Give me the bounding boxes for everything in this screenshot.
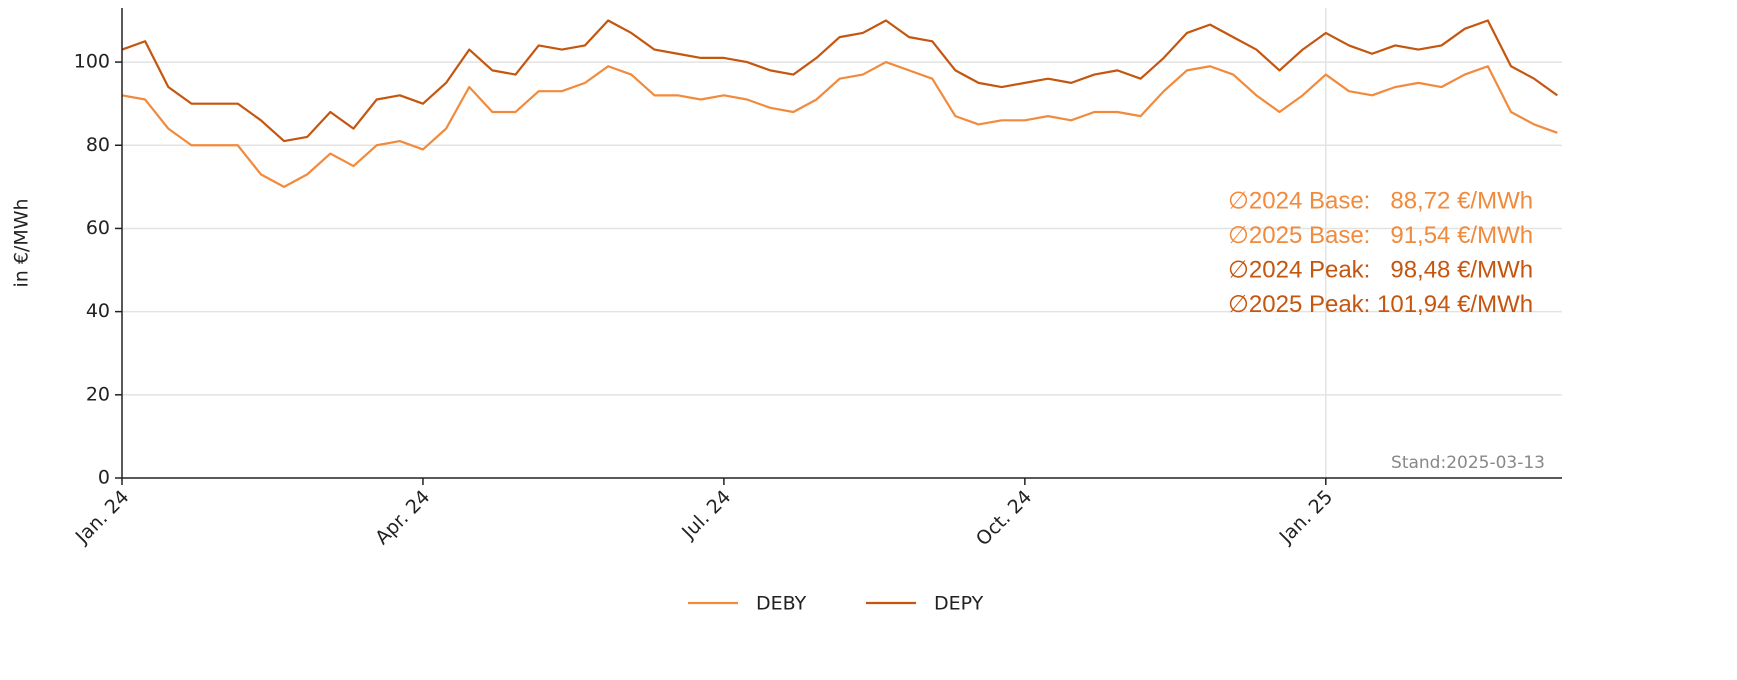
annotation: ∅2025 Peak: 101,94 €/MWh — [1228, 291, 1533, 318]
x-tick-label: Jan. 25 — [1275, 486, 1338, 549]
line — [121, 60, 1558, 188]
x-tick-label: Jul. 24 — [677, 486, 735, 544]
y-tick-label: 0 — [98, 467, 110, 489]
legend-label: DEPY — [934, 593, 984, 615]
y-tick-label: 20 — [86, 383, 110, 405]
legend-label: DEBY — [756, 593, 807, 615]
annotation: ∅2024 Base: 88,72 €/MWh — [1228, 187, 1533, 214]
y-tick-label: 40 — [86, 300, 110, 322]
line — [121, 19, 1558, 143]
annotation: ∅2024 Peak: 98,48 €/MWh — [1228, 256, 1533, 283]
y-tick-label: 60 — [86, 217, 110, 239]
annotation: ∅2025 Base: 91,54 €/MWh — [1228, 222, 1533, 249]
x-tick-label: Apr. 24 — [371, 486, 434, 549]
x-tick-label: Jan. 24 — [71, 486, 134, 549]
y-tick-label: 80 — [86, 134, 110, 156]
y-tick-label: 100 — [74, 51, 110, 73]
footnote: Stand:2025-03-13 — [1391, 453, 1545, 473]
y-axis-label: in €/MWh — [11, 198, 33, 287]
x-tick-label: Oct. 24 — [972, 486, 1036, 550]
